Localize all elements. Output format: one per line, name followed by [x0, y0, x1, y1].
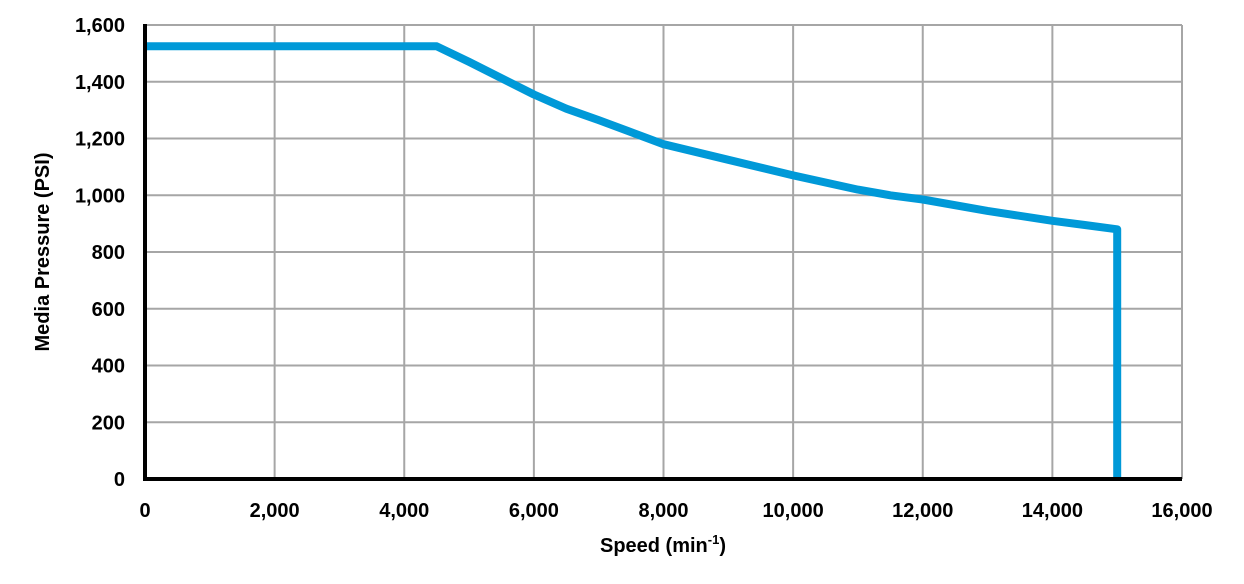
- y-tick-label: 1,400: [75, 72, 125, 94]
- grid-lines: [145, 24, 1183, 479]
- x-tick-label: 0: [139, 500, 150, 522]
- y-axis-title: Media Pressure (PSI): [32, 153, 54, 352]
- x-tick-label: 16,000: [1151, 500, 1212, 522]
- pressure-curve: [145, 42, 1122, 479]
- x-tick-label: 12,000: [892, 500, 953, 522]
- y-tick-label: 600: [92, 299, 125, 321]
- x-axis-tick-labels: 0 2,000 4,000 6,000 8,000 10,000 12,000 14,000 1…: [139, 500, 1212, 522]
- x-tick-label: 10,000: [763, 500, 824, 522]
- axes: [143, 24, 1182, 481]
- y-tick-label: 1,200: [75, 129, 125, 151]
- y-tick-label: 800: [92, 242, 125, 264]
- data-series: [145, 42, 1122, 479]
- x-tick-label: 14,000: [1022, 500, 1083, 522]
- y-tick-label: 0: [114, 469, 125, 491]
- x-tick-label: 8,000: [638, 500, 688, 522]
- x-tick-label: 2,000: [250, 500, 300, 522]
- x-axis-title-superscript: -1: [708, 532, 720, 547]
- x-axis-title-close: ): [719, 535, 726, 557]
- x-axis-title-base: Speed (min: [600, 535, 708, 557]
- x-axis-title: Speed (min-1): [600, 532, 726, 557]
- y-tick-label: 1,000: [75, 185, 125, 207]
- x-tick-label: 4,000: [379, 500, 429, 522]
- y-tick-label: 200: [92, 412, 125, 434]
- x-tick-label: 6,000: [509, 500, 559, 522]
- y-tick-label: 1,600: [75, 15, 125, 37]
- y-axis-tick-labels: 0 200 400 600 800 1,000 1,200 1,400 1,600: [75, 15, 125, 491]
- y-tick-label: 400: [92, 356, 125, 378]
